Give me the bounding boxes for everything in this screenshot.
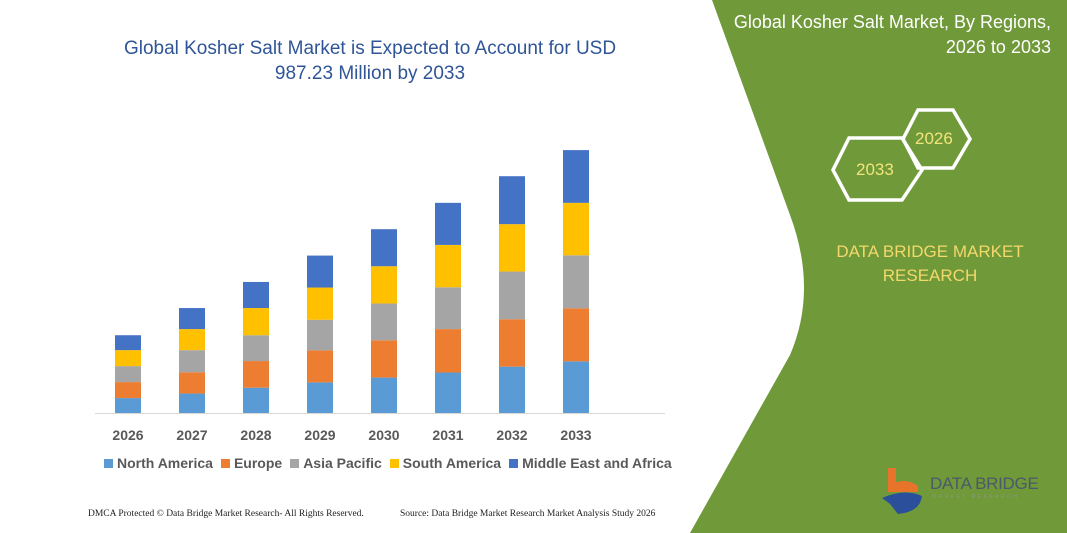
green-panel <box>690 0 1067 533</box>
bar-segment-2028-middle-east-and-africa <box>243 281 269 309</box>
bar-segment-2027-asia-pacific <box>179 350 205 373</box>
legend-item-middle-east-africa: Middle East and Africa <box>509 455 672 471</box>
bar-segment-2026-middle-east-and-africa <box>115 335 141 351</box>
legend-swatch <box>509 458 519 468</box>
footer-copyright: DMCA Protected © Data Bridge Market Rese… <box>88 509 364 519</box>
bar-segment-2028-north-america <box>243 387 269 413</box>
legend-label: Middle East and Africa <box>522 455 672 471</box>
bar-segment-2033-middle-east-and-africa <box>563 150 589 203</box>
bar-segment-2030-asia-pacific <box>371 303 397 341</box>
x-tick-label: 2026 <box>112 427 143 443</box>
legend-swatch <box>389 458 399 468</box>
bar-segment-2031-north-america <box>435 372 461 413</box>
hexagon-label-2026: 2026 <box>915 129 953 148</box>
hexagon-2033-icon <box>831 136 925 202</box>
bar-segment-2027-south-america <box>179 329 205 351</box>
bar-segment-2027-europe <box>179 372 205 394</box>
bar-segment-2026-europe <box>115 382 141 399</box>
bar-segment-2032-europe <box>499 319 525 367</box>
bar-segment-2031-asia-pacific <box>435 287 461 330</box>
x-tick-label: 2028 <box>240 427 271 443</box>
bar-segment-2026-asia-pacific <box>115 366 141 383</box>
legend-swatch <box>104 458 113 468</box>
x-tick-label: 2030 <box>368 427 399 443</box>
hexagon-label-2033: 2033 <box>856 160 894 179</box>
legend-item-north-america: North America <box>104 455 213 471</box>
legend-item-europe: Europe <box>220 455 283 471</box>
x-tick-label: 2033 <box>560 427 591 443</box>
legend-swatch <box>220 458 230 468</box>
bar-segment-2029-asia-pacific <box>307 319 333 351</box>
footer-source: Source: Data Bridge Market Research Mark… <box>400 509 656 519</box>
chart-title: Global Kosher Salt Market is Expected to… <box>123 38 617 84</box>
x-tick-label: 2031 <box>432 427 463 443</box>
x-tick-label: 2029 <box>304 427 335 443</box>
bar-segment-2032-north-america <box>499 366 525 413</box>
bar-segment-2028-south-america <box>243 308 269 336</box>
legend-label: Europe <box>233 455 283 471</box>
bar-segment-2033-south-america <box>563 202 589 256</box>
x-tick-label: 2032 <box>496 427 527 443</box>
bar-segment-2032-south-america <box>499 224 525 272</box>
logo-text: DATA BRIDGE <box>930 474 1039 493</box>
bar-segment-2032-middle-east-and-africa <box>499 176 525 225</box>
panel-title: Global Kosher Salt Market, By Regions, 2… <box>733 12 1051 57</box>
x-tick-label: 2027 <box>176 427 207 443</box>
bar-segment-2029-europe <box>307 350 333 383</box>
bar-segment-2026-north-america <box>115 398 141 413</box>
bar-segment-2029-middle-east-and-africa <box>307 255 333 288</box>
bar-segment-2027-middle-east-and-africa <box>179 308 205 330</box>
bar-segment-2030-north-america <box>371 377 397 413</box>
logo-subtext: MARKET RESEARCH <box>932 494 1020 500</box>
bar-segment-2029-north-america <box>307 382 333 413</box>
bar-segment-2030-south-america <box>371 266 397 304</box>
bar-segment-2032-asia-pacific <box>499 271 525 320</box>
chart-plot: 2026 2027 2028 2029 2030 2031 2032 2033 <box>95 150 665 443</box>
legend-label: North America <box>117 455 213 471</box>
legend-swatch <box>290 458 300 468</box>
legend: North America Europe Asia Pacific South … <box>104 455 672 471</box>
bar-segment-2031-europe <box>435 329 461 373</box>
bar-segment-2028-asia-pacific <box>243 335 269 362</box>
bar-segment-2031-middle-east-and-africa <box>435 202 461 245</box>
legend-label: Asia Pacific <box>303 455 382 471</box>
brand-text: DATA BRIDGE MARKET RESEARCH <box>836 242 1024 285</box>
bar-segment-2030-middle-east-and-africa <box>371 229 397 267</box>
legend-item-asia-pacific: Asia Pacific <box>290 455 382 471</box>
bar-segment-2033-north-america <box>563 361 589 413</box>
bar-segment-2033-asia-pacific <box>563 255 589 309</box>
bar-segment-2031-south-america <box>435 244 461 288</box>
bar-segment-2033-europe <box>563 308 589 362</box>
bar-segment-2027-north-america <box>179 393 205 413</box>
bar-segment-2029-south-america <box>307 287 333 320</box>
legend-item-south-america: South America <box>389 455 502 471</box>
bar-segment-2030-europe <box>371 340 397 378</box>
logo-icon <box>882 468 922 514</box>
legend-label: South America <box>402 455 502 471</box>
bar-segment-2026-south-america <box>115 350 141 367</box>
bar-segment-2028-europe <box>243 361 269 388</box>
